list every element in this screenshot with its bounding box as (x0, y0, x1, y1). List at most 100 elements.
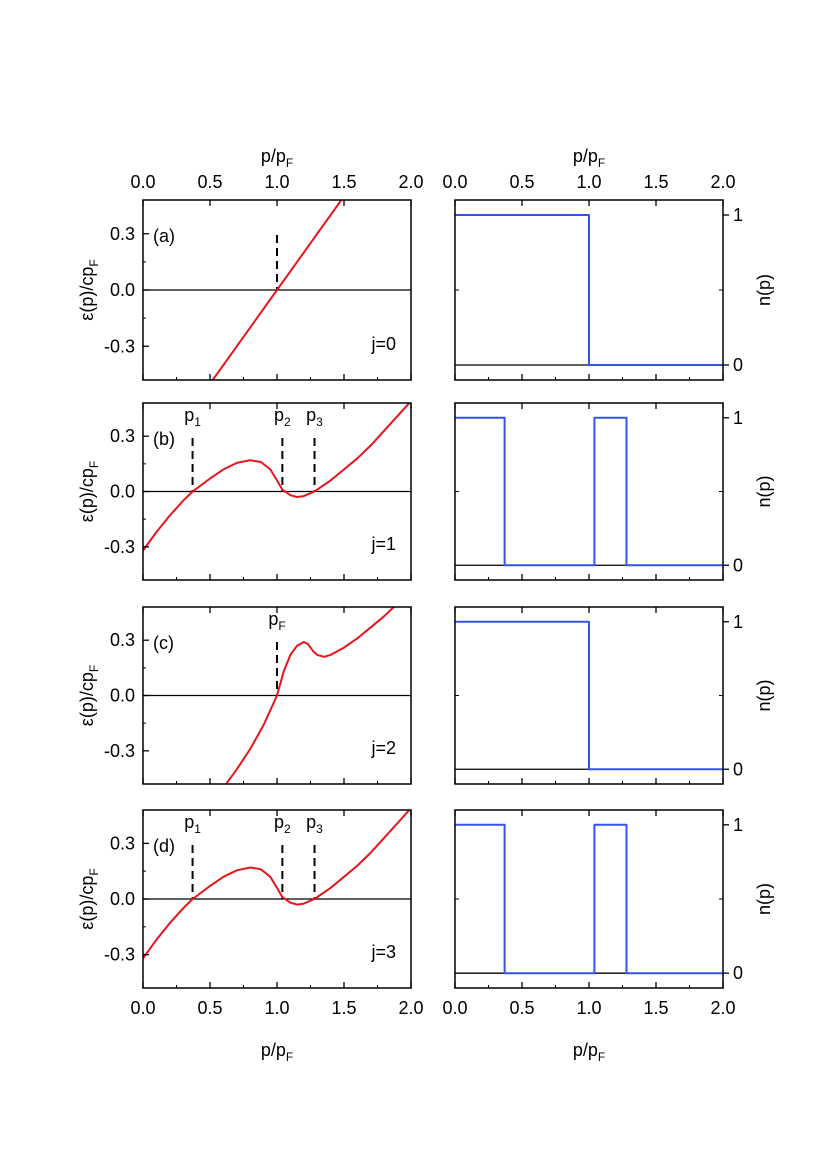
marker-label-bg (268, 807, 297, 815)
x-axis-label-top-sub: F (286, 156, 293, 170)
y-tick-label: 0 (733, 963, 743, 983)
marker-label-bg (178, 807, 207, 815)
y-axis-label-main: n(p) (754, 679, 774, 711)
y-tick-label: 1 (733, 612, 743, 632)
energy-curve (224, 607, 396, 784)
occupation-curve (455, 416, 723, 567)
y-tick-label: 0.0 (110, 482, 135, 502)
panel-a: -0.30.00.30.0 0.5 1.0 1.5 2.0p/pFε(p)/cpF(a)… (77, 146, 424, 381)
x-axis-label-top-main: p/p (573, 146, 598, 166)
marker-label-sub: F (278, 619, 285, 633)
x-tick-label-top: 0.5 (509, 172, 534, 192)
y-tick-label: 1 (733, 205, 743, 225)
panel-letter: (c) (153, 633, 174, 653)
x-axis-label-top-sub: F (598, 156, 605, 170)
y-axis-label: ε(p)/cpF (77, 665, 101, 726)
marker-label-sub: 1 (194, 822, 201, 836)
y-axis-label-main: n(p) (754, 475, 774, 507)
marker-label: p3 (306, 405, 323, 429)
y-tick-label: 0 (733, 355, 743, 375)
marker-label: p1 (184, 405, 201, 429)
marker-label-main: p (274, 812, 284, 832)
marker-label-main: p (184, 405, 194, 425)
y-axis-label-main: ε(p)/cp (77, 876, 97, 930)
marker-label-main: p (306, 812, 316, 832)
x-tick-label-top: 0.5 (197, 172, 222, 192)
marker-label-bg (300, 400, 329, 408)
panel-letter: (d) (153, 836, 175, 856)
panel-note: j=2 (370, 738, 396, 758)
marker-label: p2 (274, 812, 291, 836)
marker-label-main: p (184, 812, 194, 832)
y-axis-label: n(p) (754, 679, 774, 711)
marker-label-bg (178, 400, 207, 408)
panel-note: j=1 (370, 534, 396, 554)
y-tick-label: 0.3 (110, 833, 135, 853)
y-axis-label: n(p) (754, 274, 774, 306)
y-tick-label: 0.0 (110, 280, 135, 300)
y-tick-label: 1 (733, 408, 743, 428)
plot-frame (454, 809, 724, 989)
panel-n-a: 010.0 0.5 1.0 1.5 2.0p/pFn(p) (442, 146, 774, 381)
marker-label: p1 (184, 812, 201, 836)
panel-c: pF-0.30.00.3ε(p)/cpF(c)j=2 (77, 604, 412, 785)
occupation-curve (455, 823, 723, 975)
x-tick-label-bottom: 2.0 (710, 998, 735, 1018)
panel-n-b: 0 1 n(p) (454, 402, 774, 581)
y-tick-label: -0.3 (104, 945, 135, 965)
y-tick-label: 1 (733, 815, 743, 835)
marker-label: p2 (274, 405, 291, 429)
x-axis-label-top: p/pF (261, 146, 293, 170)
y-tick-label: 0 (733, 555, 743, 575)
panel-b: p1 p2 p3-0.30.00.3ε(p)/cpF(b)j=1 (77, 400, 412, 581)
energy-curve (143, 810, 411, 959)
occupation-curve (455, 620, 723, 771)
y-tick-label: 0.0 (110, 686, 135, 706)
marker-label-sub: 2 (284, 822, 291, 836)
x-tick-label-bottom: 0.0 (130, 998, 155, 1018)
y-tick-label: -0.3 (104, 336, 135, 356)
y-tick-label: 0.3 (110, 630, 135, 650)
panel-letter: (b) (153, 429, 175, 449)
marker-label-main: p (306, 405, 316, 425)
y-tick-label: -0.3 (104, 741, 135, 761)
y-axis-label: n(p) (754, 883, 774, 915)
marker-label-main: p (274, 405, 284, 425)
x-tick-label-top: 1.0 (576, 172, 601, 192)
y-tick-label: -0.3 (104, 537, 135, 557)
plot-frame (454, 402, 724, 581)
x-tick-label-top: 1.0 (264, 172, 289, 192)
x-tick-label-bottom: 1.0 (264, 998, 289, 1018)
x-tick-label-top: 0.0 (130, 172, 155, 192)
marker-label-sub: 3 (316, 822, 323, 836)
energy-curve (211, 200, 343, 380)
y-tick-label: 0.3 (110, 224, 135, 244)
marker-label-sub: 2 (284, 415, 291, 429)
panel-d: p1 p2 p3-0.30.00.30.0 0.5 1.0 1.5 2.0p/pFε(p)/… (77, 807, 424, 1064)
y-axis-label-main: ε(p)/cp (77, 468, 97, 522)
x-tick-label-bottom: 0.0 (442, 998, 467, 1018)
y-axis-label: ε(p)/cpF (77, 461, 101, 522)
y-axis-label-sub: F (87, 259, 101, 266)
y-axis-label-main: n(p) (754, 274, 774, 306)
y-axis-label-sub: F (87, 461, 101, 468)
x-axis-label-bottom-sub: F (598, 1050, 605, 1064)
marker-label-main: p (268, 609, 278, 629)
y-tick-label: 0.0 (110, 889, 135, 909)
x-tick-label-top: 1.5 (331, 172, 356, 192)
y-axis-label-sub: F (87, 665, 101, 672)
x-tick-label-bottom: 0.5 (509, 998, 534, 1018)
y-tick-label: 0.3 (110, 426, 135, 446)
energy-curve (143, 403, 411, 552)
occupation-curve (455, 214, 723, 366)
x-axis-label-bottom-sub: F (286, 1050, 293, 1064)
marker-label-sub: 3 (316, 415, 323, 429)
x-axis-label-bottom: p/pF (573, 1040, 605, 1064)
y-axis-label: ε(p)/cpF (77, 868, 101, 929)
x-tick-label-bottom: 1.0 (576, 998, 601, 1018)
x-tick-label-bottom: 1.5 (643, 998, 668, 1018)
y-axis-label-sub: F (87, 868, 101, 875)
x-axis-label-bottom-main: p/p (573, 1040, 598, 1060)
panel-letter: (a) (153, 226, 175, 246)
